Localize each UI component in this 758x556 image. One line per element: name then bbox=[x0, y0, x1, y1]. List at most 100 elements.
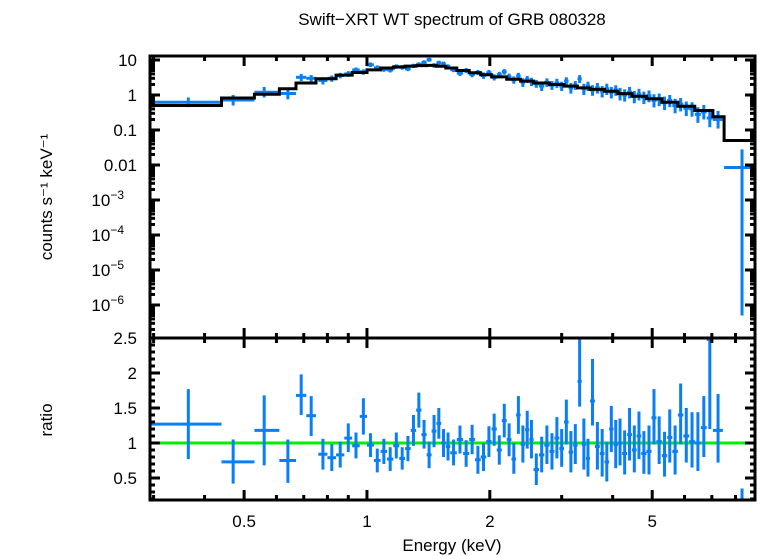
ratio-data-point bbox=[366, 433, 374, 457]
ratio-data-point bbox=[689, 412, 695, 468]
ratio-data-point bbox=[559, 429, 565, 467]
y-tick-label: 1 bbox=[128, 86, 137, 105]
ratio-panel bbox=[150, 338, 755, 500]
ratio-data-point bbox=[525, 410, 530, 449]
ratio-data-point bbox=[416, 392, 422, 428]
ratio-data-point bbox=[564, 399, 569, 445]
ratio-data-point bbox=[501, 403, 507, 438]
spectrum-data-point bbox=[724, 149, 755, 316]
ratio-data-point bbox=[426, 441, 432, 469]
ratio-data-point bbox=[568, 431, 574, 473]
spectrum-data-point bbox=[577, 75, 582, 84]
ratio-data-point bbox=[590, 359, 595, 426]
ratio-data-point bbox=[436, 408, 442, 439]
chart-title: Swift−XRT WT spectrum of GRB 080328 bbox=[298, 10, 606, 29]
ratio-data-point bbox=[475, 445, 481, 474]
ratio-data-point bbox=[573, 424, 578, 464]
spectrum-data-point bbox=[426, 57, 432, 62]
axes: 0.5 1 2 5 10 1 0.1 0.01 10−3 10−4 10−5 10−6 2.5 2 1.5 1… bbox=[91, 51, 757, 531]
ratio-data-point bbox=[506, 423, 512, 457]
ratio-data-point bbox=[533, 453, 540, 485]
spectrum-data-point bbox=[683, 101, 690, 117]
ratio-data-point bbox=[496, 435, 502, 465]
ratio-data-point bbox=[656, 416, 662, 464]
y-axis-label-spectrum-text: counts s⁻¹ keV⁻¹ bbox=[37, 133, 56, 260]
ratio-data-point bbox=[486, 426, 492, 457]
y-tick-label: 10 bbox=[118, 51, 137, 70]
spectrum-data-point bbox=[636, 88, 642, 101]
ratio-data-point bbox=[352, 432, 360, 459]
y-tick-label: 1 bbox=[128, 434, 137, 453]
y-axis-label-ratio: ratio bbox=[37, 403, 56, 436]
y-tick-label: 1.5 bbox=[113, 399, 137, 418]
ratio-data-point bbox=[694, 412, 701, 471]
spectrum-data-point bbox=[295, 73, 307, 82]
ratio-data-point bbox=[683, 408, 690, 463]
ratio-data-point bbox=[581, 418, 586, 470]
ratio-data-point bbox=[254, 395, 280, 466]
ratio-data-point bbox=[450, 439, 457, 466]
ratio-data-point bbox=[700, 396, 707, 457]
ratio-data-point bbox=[463, 440, 470, 467]
y-tick-label: 10−4 bbox=[91, 223, 124, 245]
ratio-data-point bbox=[327, 444, 337, 471]
ratio-data-point bbox=[636, 411, 642, 460]
ratio-data-point bbox=[456, 425, 464, 454]
spectrum-data-point bbox=[306, 75, 316, 83]
spectrum-data-point bbox=[436, 60, 442, 65]
ratio-data-point bbox=[609, 405, 614, 453]
ratio-data-point bbox=[410, 415, 417, 446]
ratio-data-point bbox=[554, 417, 560, 459]
model-step-line bbox=[150, 63, 755, 142]
ratio-data-point bbox=[441, 429, 446, 457]
spectrum-panel bbox=[150, 57, 755, 316]
ratio-data-point bbox=[511, 443, 517, 474]
spectrum-data-point bbox=[568, 83, 574, 94]
y-tick-label: 2 bbox=[128, 364, 137, 383]
spectrum-data-point bbox=[712, 110, 723, 129]
ratio-data-point bbox=[641, 431, 647, 474]
ratio-frame bbox=[148, 336, 757, 502]
y-tick-label: 0.5 bbox=[113, 469, 137, 488]
ratio-data-point bbox=[667, 409, 673, 463]
ratio-data-point bbox=[712, 394, 723, 463]
ratio-data-point bbox=[651, 389, 657, 445]
ratio-data-point bbox=[306, 396, 316, 436]
spectrum-data-point bbox=[501, 69, 507, 75]
ratio-data-point bbox=[672, 425, 678, 475]
ratio-data-point bbox=[577, 339, 582, 407]
ratio-data-point bbox=[469, 424, 476, 455]
spectrum-data-point bbox=[585, 81, 591, 92]
ratio-data-point bbox=[336, 441, 345, 468]
ratio-data-point bbox=[279, 439, 296, 483]
y-tick-label: 0.1 bbox=[113, 121, 137, 140]
ratio-data-point bbox=[622, 430, 628, 475]
y-axis-label-ratio-group: ratio bbox=[37, 403, 56, 436]
ratio-data-point bbox=[585, 438, 591, 477]
ratio-data-point bbox=[646, 425, 652, 475]
ratio-data-point bbox=[421, 419, 427, 449]
ratio-data-point bbox=[387, 447, 394, 471]
ratio-data-point bbox=[480, 443, 487, 471]
y-tick-label: 2.5 bbox=[113, 329, 137, 348]
spectrum-data-point bbox=[700, 104, 707, 120]
ratio-data-point bbox=[599, 429, 605, 477]
ratio-data-point bbox=[295, 374, 307, 415]
ratio-data-point bbox=[399, 447, 406, 470]
spectrum-data-point bbox=[279, 88, 296, 100]
spectrum-data-point bbox=[564, 77, 569, 86]
ratio-data-point bbox=[373, 448, 381, 473]
ratio-data-point bbox=[544, 425, 550, 464]
ratio-data-point bbox=[520, 425, 526, 463]
ratio-data-point bbox=[491, 413, 497, 446]
ratio-data-point bbox=[405, 436, 411, 462]
y-tick-label: 10−6 bbox=[91, 293, 124, 315]
y-tick-label: 0.01 bbox=[104, 156, 137, 175]
ratio-data-point bbox=[380, 438, 388, 464]
ratio-data-point bbox=[150, 389, 222, 460]
ratio-data-point bbox=[604, 441, 610, 482]
ratio-data-point bbox=[344, 423, 353, 453]
ratio-data-point bbox=[594, 422, 600, 470]
ratio-data-point bbox=[359, 398, 367, 435]
